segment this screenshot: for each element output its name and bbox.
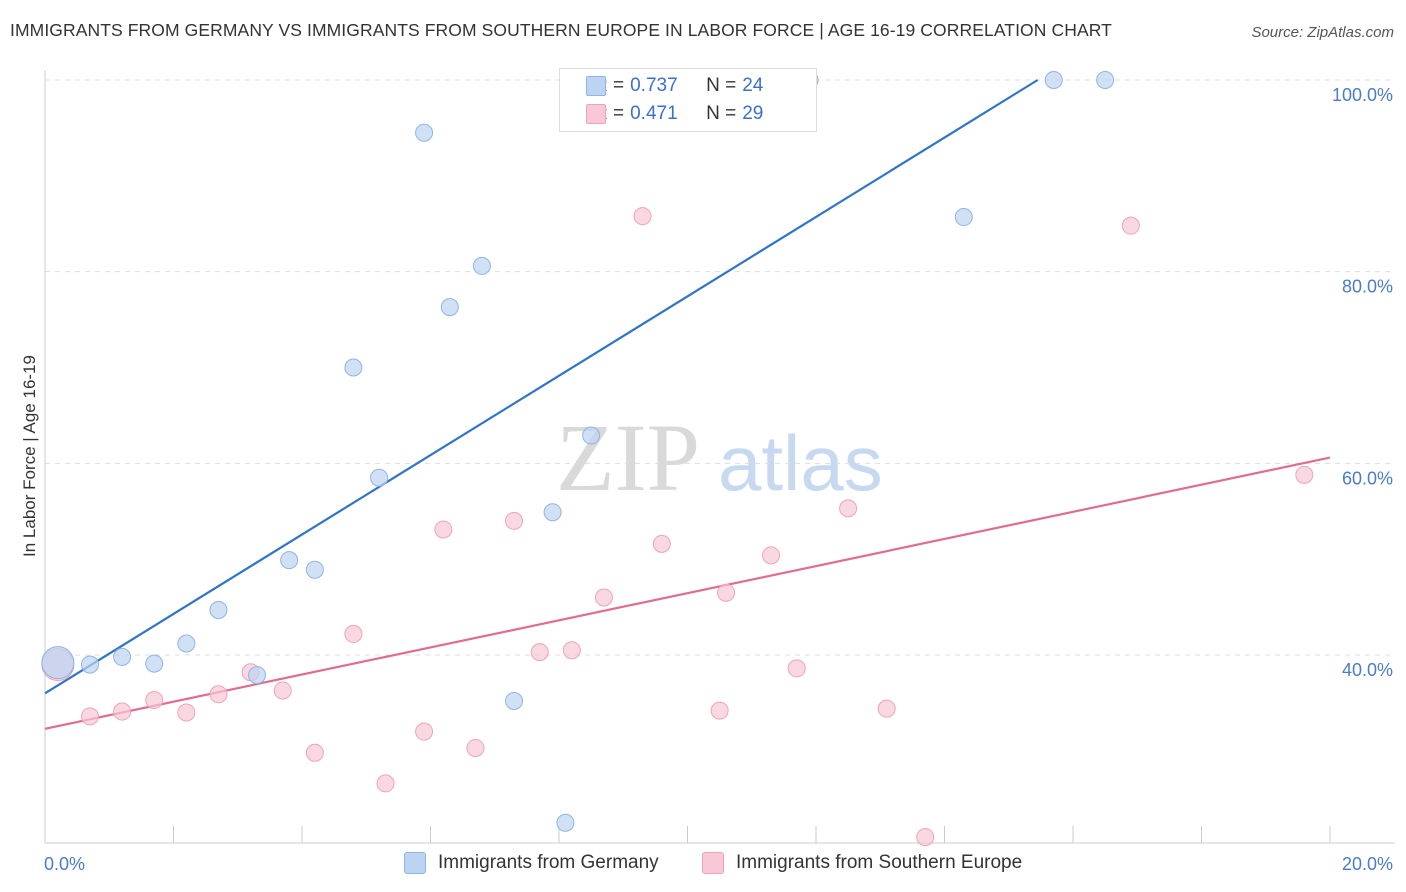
point-southern-europe bbox=[177, 703, 196, 722]
point-germany bbox=[505, 692, 524, 710]
point-southern-europe bbox=[762, 546, 781, 565]
legend-r-value: 0.737 bbox=[630, 75, 678, 96]
legend-swatch-southern-europe bbox=[702, 852, 724, 874]
point-germany bbox=[556, 813, 575, 832]
point-germany bbox=[370, 468, 389, 487]
legend-item-southern-europe: Immigrants from Southern Europe bbox=[702, 852, 1022, 874]
point-germany bbox=[582, 426, 601, 445]
point-germany bbox=[248, 666, 267, 685]
point-southern-europe bbox=[877, 699, 896, 718]
point-germany bbox=[543, 503, 562, 522]
point-germany bbox=[1096, 71, 1115, 89]
legend-n-value: 24 bbox=[742, 75, 764, 96]
point-southern-europe bbox=[344, 624, 363, 643]
x-tick-labels: 0.0% 20.0% bbox=[44, 854, 1393, 874]
legend-label-southern-europe: Immigrants from Southern Europe bbox=[736, 852, 1023, 873]
legend-n-label: N = bbox=[706, 103, 737, 124]
point-germany bbox=[1044, 71, 1063, 89]
y-tick-label: 100.0% bbox=[1332, 85, 1393, 105]
point-southern-europe bbox=[710, 701, 729, 720]
point-germany bbox=[80, 655, 99, 674]
legend-swatch-southern-europe bbox=[586, 104, 606, 124]
point-southern-europe bbox=[633, 207, 652, 226]
legend-item-germany: Immigrants from Germany bbox=[404, 852, 659, 874]
point-southern-europe bbox=[839, 499, 858, 518]
source-label: Source: ZipAtlas.com bbox=[1251, 24, 1394, 41]
point-southern-europe bbox=[652, 534, 671, 553]
point-germany bbox=[113, 647, 132, 666]
point-southern-europe bbox=[505, 511, 524, 530]
legend-r-value: 0.471 bbox=[630, 103, 678, 124]
legend-row-southern-europe: R = 0.471 N = 29 bbox=[586, 101, 764, 127]
point-germany bbox=[177, 634, 196, 653]
point-germany bbox=[209, 600, 228, 619]
point-southern-europe bbox=[80, 707, 99, 726]
point-southern-europe bbox=[594, 588, 613, 607]
point-germany bbox=[145, 654, 164, 673]
point-southern-europe bbox=[305, 743, 324, 762]
point-southern-europe bbox=[376, 774, 395, 793]
point-germany bbox=[41, 646, 75, 680]
point-southern-europe bbox=[145, 691, 164, 710]
watermark-zip: ZIP bbox=[556, 404, 700, 511]
point-southern-europe bbox=[787, 659, 806, 678]
point-southern-europe bbox=[415, 722, 434, 741]
y-tick-label: 80.0% bbox=[1342, 277, 1393, 297]
point-southern-europe bbox=[113, 702, 132, 721]
x-tick-label: 0.0% bbox=[44, 854, 85, 874]
legend-n-label: N = bbox=[706, 75, 737, 96]
data-points bbox=[41, 71, 1314, 847]
legend-swatch-germany bbox=[586, 76, 606, 96]
point-germany bbox=[344, 358, 363, 377]
point-germany bbox=[472, 256, 491, 275]
y-tick-label: 40.0% bbox=[1342, 660, 1393, 680]
legend-swatch-germany bbox=[404, 852, 426, 874]
point-southern-europe bbox=[562, 641, 581, 660]
x-tick-label: 20.0% bbox=[1342, 854, 1393, 874]
point-southern-europe bbox=[1121, 216, 1140, 235]
y-axis-label: In Labor Force | Age 16-19 bbox=[20, 355, 39, 557]
point-germany bbox=[280, 551, 299, 570]
point-germany bbox=[440, 298, 459, 317]
point-southern-europe bbox=[717, 583, 736, 602]
point-germany bbox=[415, 123, 434, 142]
y-tick-label: 60.0% bbox=[1342, 468, 1393, 488]
watermark: ZIP atlas bbox=[556, 404, 883, 511]
point-southern-europe bbox=[273, 681, 292, 700]
point-southern-europe bbox=[209, 685, 228, 704]
legend-label-germany: Immigrants from Germany bbox=[438, 852, 659, 873]
axes bbox=[44, 70, 1395, 844]
point-germany bbox=[954, 208, 973, 227]
series-legend: Immigrants from Germany Immigrants from … bbox=[0, 850, 1406, 880]
legend-row-germany: R = 0.737 N = 24 bbox=[586, 73, 764, 99]
point-southern-europe bbox=[1295, 465, 1314, 484]
point-germany bbox=[305, 560, 324, 579]
point-southern-europe bbox=[530, 643, 549, 662]
chart-title: IMMIGRANTS FROM GERMANY VS IMMIGRANTS FR… bbox=[10, 20, 1112, 40]
point-southern-europe bbox=[434, 520, 453, 539]
legend-n-value: 29 bbox=[742, 103, 764, 124]
y-tick-labels: 40.0% 60.0% 80.0% 100.0% bbox=[1332, 85, 1393, 680]
trend-line-germany bbox=[44, 79, 1039, 695]
point-southern-europe bbox=[916, 828, 935, 847]
point-southern-europe bbox=[466, 738, 485, 757]
correlation-legend: R = 0.737 N = 24 R = 0.471 N = 29 bbox=[559, 68, 817, 132]
